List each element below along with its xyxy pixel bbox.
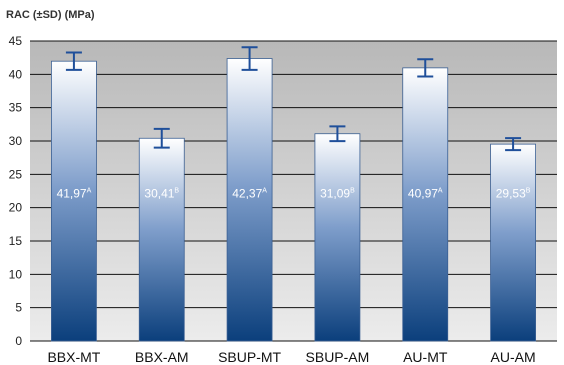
y-tick-label: 15: [9, 234, 23, 248]
bar: [51, 60, 97, 342]
y-tick-label: 10: [9, 267, 23, 281]
data-label: 29,53B: [496, 187, 531, 201]
x-tick-label: BBX-MT: [47, 349, 100, 365]
bar: [138, 137, 185, 342]
plot-area: [30, 41, 557, 341]
x-tick-labels: BBX-MT BBX-AM SBUP-MT SBUP-AM AU-MT AU-AM: [47, 349, 535, 365]
bar: [490, 143, 536, 342]
data-label: 31,09B: [320, 187, 355, 201]
x-tick-label: SBUP-MT: [218, 349, 281, 365]
data-label: 40,97A: [408, 187, 443, 201]
y-tick-label: 35: [9, 101, 23, 115]
data-label: 30,41B: [144, 187, 179, 201]
bars: 41,97A 30,41B 42,37A 31,09B 40,97A 29,53B: [51, 58, 536, 342]
y-tick-label: 45: [9, 34, 23, 48]
gridlines: [30, 40, 557, 342]
y-tick-label: 30: [9, 134, 23, 148]
x-tick-label: SBUP-AM: [306, 349, 370, 365]
data-label: 42,37A: [232, 187, 267, 201]
bar: [226, 58, 273, 342]
y-tick-label: 25: [9, 167, 23, 181]
y-tick-label: 5: [15, 301, 22, 315]
x-tick-label: BBX-AM: [135, 349, 189, 365]
y-tick-label: 0: [15, 334, 22, 348]
y-tick-label: 20: [9, 201, 23, 215]
bar: [402, 67, 449, 342]
error-bars: [65, 46, 522, 152]
bar: [314, 133, 361, 342]
x-tick-label: AU-MT: [403, 349, 448, 365]
y-tick-label: 40: [9, 67, 23, 81]
x-tick-label: AU-AM: [491, 349, 536, 365]
data-label: 41,97A: [57, 187, 92, 201]
y-axis-label: RAC (±SD) (MPa): [6, 9, 95, 21]
y-tick-labels: 0 5 10 15 20 25 30 35 40 45: [9, 34, 23, 348]
